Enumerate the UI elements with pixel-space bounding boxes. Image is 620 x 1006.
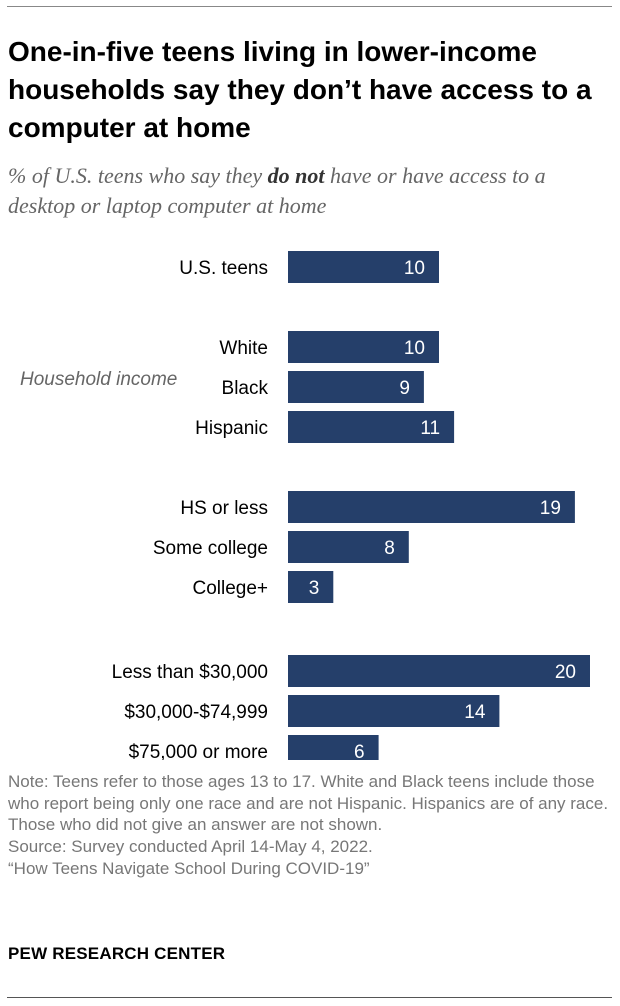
bar-30-000-74-999 — [288, 695, 500, 727]
category-label-hispanic: Hispanic — [195, 418, 268, 439]
bar-college — [288, 571, 334, 603]
bar-hispanic — [288, 411, 455, 443]
bar-less-than-30-000 — [288, 655, 590, 687]
category-label-30-000-74-999: $30,000-$74,999 — [124, 702, 268, 723]
group-heading-household-income: Household income — [20, 369, 177, 390]
value-label-white: 10 — [404, 338, 425, 359]
bar-chart: U.S. teens10White10Black9Hispanic11Paren… — [20, 251, 590, 760]
chart-subtitle: % of U.S. teens who say they do not have… — [8, 161, 612, 221]
chart-title: One-in-five teens living in lower-income… — [8, 36, 592, 143]
category-label-75-000-or-more: $75,000 or more — [129, 742, 268, 760]
value-label-college: 3 — [309, 578, 320, 599]
bottom-rule — [7, 997, 612, 998]
bar-75-000-or-more — [288, 735, 379, 760]
value-label-less-than-30-000: 20 — [555, 662, 576, 683]
value-label-u-s-teens: 10 — [404, 258, 425, 279]
subtitle-text-before: % of U.S. teens who say they — [8, 163, 268, 188]
value-label-hispanic: 11 — [420, 418, 440, 439]
category-label-u-s-teens: U.S. teens — [179, 258, 268, 279]
bar-white — [288, 331, 439, 363]
value-label-some-college: 8 — [384, 538, 395, 559]
value-label-75-000-or-more: 6 — [354, 742, 365, 760]
category-label-some-college: Some college — [153, 538, 268, 559]
top-rule — [7, 6, 612, 7]
subtitle-text-after: have or have access to a desktop or lapt… — [8, 163, 546, 218]
value-label-black: 9 — [399, 378, 410, 399]
category-label-less-than-30-000: Less than $30,000 — [112, 662, 268, 683]
subtitle-emphasis: do not — [267, 163, 325, 188]
brand-logo-text: PEW RESEARCH CENTER — [8, 944, 226, 963]
value-label-hs-or-less: 19 — [540, 498, 561, 519]
category-label-white: White — [219, 338, 268, 359]
notes-block: Note: Teens refer to those ages 13 to 17… — [8, 771, 612, 880]
category-label-hs-or-less: HS or less — [180, 498, 268, 519]
bar-hs-or-less — [288, 491, 575, 523]
bar-u-s-teens — [288, 251, 439, 283]
bar-some-college — [288, 531, 409, 563]
note-text: Note: Teens refer to those ages 13 to 17… — [8, 772, 609, 835]
report-title: “How Teens Navigate School During COVID-… — [8, 858, 370, 878]
bar-black — [288, 371, 424, 403]
category-label-college: College+ — [192, 578, 268, 599]
category-label-black: Black — [222, 378, 269, 399]
source-text: Source: Survey conducted April 14-May 4,… — [8, 837, 373, 857]
value-label-30-000-74-999: 14 — [464, 702, 486, 723]
